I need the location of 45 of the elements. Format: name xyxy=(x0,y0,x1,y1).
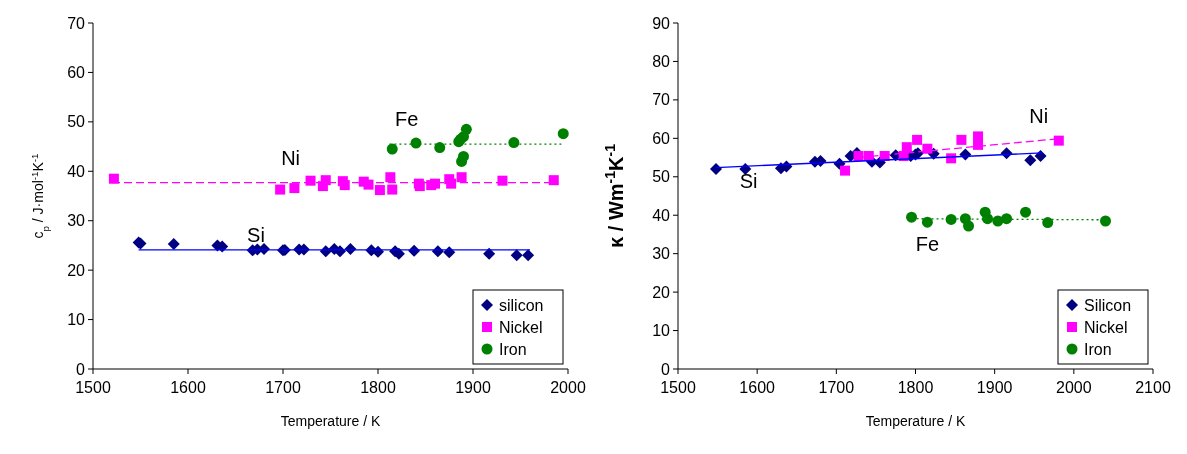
x-tick-label: 1600 xyxy=(170,379,206,396)
legend-label: Iron xyxy=(1084,340,1112,358)
y-tick-label: 50 xyxy=(652,168,671,186)
y-tick-label: 50 xyxy=(67,113,86,131)
legend-label: Nickel xyxy=(1084,318,1128,336)
legend-label: Iron xyxy=(499,340,527,358)
series-label: Fe xyxy=(915,232,940,255)
x-tick-label: 1500 xyxy=(75,379,111,396)
series-label: Si xyxy=(247,223,265,246)
y-tick-label: 90 xyxy=(652,14,671,32)
y-tick-label: 70 xyxy=(67,14,86,32)
legend-label: silicon xyxy=(499,296,544,314)
y-tick-label: 30 xyxy=(652,245,671,263)
x-tick-label: 1800 xyxy=(360,379,396,396)
x-tick-label: 1900 xyxy=(455,379,491,396)
y-tick-label: 40 xyxy=(67,162,86,180)
legend-label: Nickel xyxy=(499,318,543,336)
y-tick-label: 20 xyxy=(67,261,86,279)
y-tick-label: 0 xyxy=(76,360,86,378)
y-tick-label: 0 xyxy=(661,360,671,378)
y-tick-label: 10 xyxy=(67,311,86,329)
y-tick-label: 60 xyxy=(652,129,671,147)
x-tick-label: 1800 xyxy=(897,379,934,396)
legend-label: Silicon xyxy=(1084,296,1132,314)
series-label: Ni xyxy=(281,146,301,169)
series-label: Si xyxy=(739,170,758,193)
y-tick-label: 10 xyxy=(652,322,671,340)
x-tick-label: 1900 xyxy=(976,379,1013,396)
y-tick-label: 30 xyxy=(67,212,86,230)
x-tick-label: 2100 xyxy=(1135,379,1171,396)
y-tick-label: 40 xyxy=(652,206,671,224)
x-tick-label: 2000 xyxy=(1056,379,1092,396)
x-tick-label: 1700 xyxy=(265,379,301,396)
x-tick-label: 2000 xyxy=(550,379,586,396)
x-tick-label: 1500 xyxy=(660,379,696,396)
y-tick-label: 80 xyxy=(652,53,671,71)
y-tick-label: 20 xyxy=(652,283,671,301)
x-axis-title: Temperature / K xyxy=(280,413,381,429)
x-tick-label: 1700 xyxy=(818,379,855,396)
y-tick-label: 60 xyxy=(67,64,86,82)
series-label: Fe xyxy=(395,108,419,131)
y-tick-label: 70 xyxy=(652,91,671,109)
x-axis-title: Temperature / K xyxy=(865,413,966,429)
series-label: Ni xyxy=(1029,104,1049,127)
x-tick-label: 1600 xyxy=(739,379,776,396)
